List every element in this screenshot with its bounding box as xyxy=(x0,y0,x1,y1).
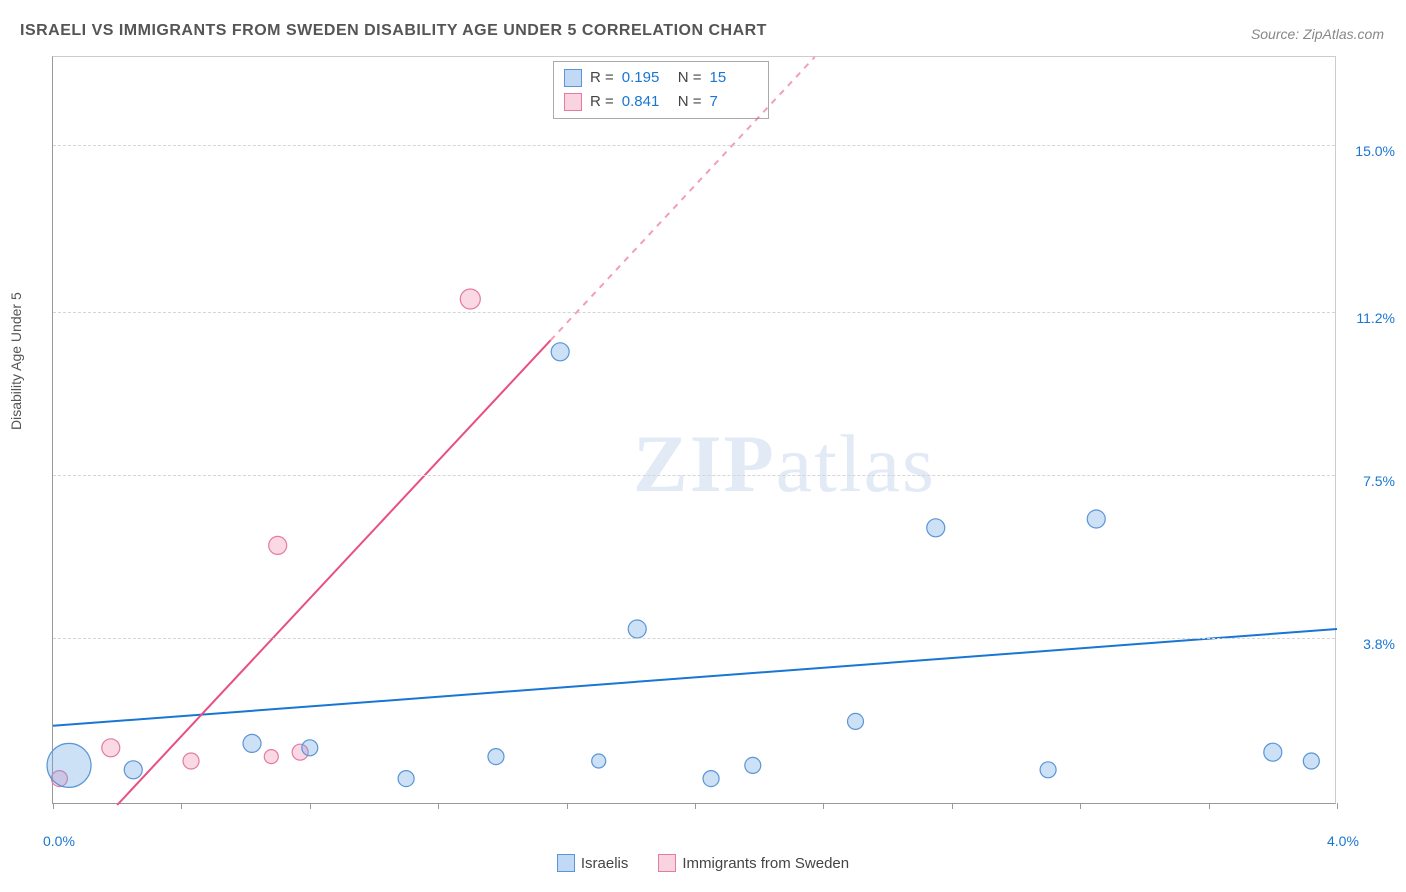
data-point xyxy=(243,734,261,752)
x-tick xyxy=(181,803,182,809)
data-point xyxy=(183,753,199,769)
legend-label-sweden: Immigrants from Sweden xyxy=(682,855,849,872)
legend-sweden: Immigrants from Sweden xyxy=(658,854,849,872)
x-tick xyxy=(1337,803,1338,809)
bottom-legend: Israelis Immigrants from Sweden xyxy=(0,854,1406,872)
y-tick-label: 11.2% xyxy=(1356,310,1395,326)
data-point xyxy=(703,771,719,787)
x-tick-label: 0.0% xyxy=(43,833,75,849)
source-attribution: Source: ZipAtlas.com xyxy=(1251,26,1384,42)
data-point xyxy=(460,289,480,309)
data-point xyxy=(628,620,646,638)
swatch-pink-icon xyxy=(658,854,676,872)
gridline xyxy=(53,145,1335,146)
x-tick xyxy=(695,803,696,809)
x-tick xyxy=(952,803,953,809)
data-point xyxy=(269,536,287,554)
x-tick xyxy=(1209,803,1210,809)
trendline-sweden-dashed xyxy=(551,57,815,340)
x-tick xyxy=(1080,803,1081,809)
data-point xyxy=(102,739,120,757)
y-tick-label: 3.8% xyxy=(1363,636,1395,652)
data-point xyxy=(264,750,278,764)
trendline-israelis xyxy=(53,629,1337,726)
y-axis-label: Disability Age Under 5 xyxy=(8,292,24,430)
data-point xyxy=(592,754,606,768)
legend-label-israelis: Israelis xyxy=(581,855,629,872)
data-point xyxy=(848,713,864,729)
data-point xyxy=(927,519,945,537)
x-tick xyxy=(438,803,439,809)
x-tick-label: 4.0% xyxy=(1327,833,1359,849)
data-point xyxy=(47,743,91,787)
gridline xyxy=(53,312,1335,313)
gridline xyxy=(53,475,1335,476)
scatter-svg xyxy=(53,57,1335,803)
x-tick xyxy=(567,803,568,809)
data-point xyxy=(745,757,761,773)
data-point xyxy=(124,761,142,779)
data-point xyxy=(1040,762,1056,778)
chart-plot-area: ZIPatlas R =0.195N =15R =0.841N =7 3.8%7… xyxy=(52,56,1336,804)
x-tick xyxy=(53,803,54,809)
data-point xyxy=(551,343,569,361)
data-point xyxy=(398,771,414,787)
data-point xyxy=(1264,743,1282,761)
x-tick xyxy=(310,803,311,809)
trendline-sweden xyxy=(117,340,550,805)
y-tick-label: 7.5% xyxy=(1363,473,1395,489)
swatch-blue-icon xyxy=(557,854,575,872)
data-point xyxy=(1087,510,1105,528)
x-tick xyxy=(823,803,824,809)
data-point xyxy=(488,749,504,765)
data-point xyxy=(1303,753,1319,769)
legend-israelis: Israelis xyxy=(557,854,629,872)
gridline xyxy=(53,638,1335,639)
data-point xyxy=(302,740,318,756)
y-tick-label: 15.0% xyxy=(1355,143,1395,159)
chart-title: ISRAELI VS IMMIGRANTS FROM SWEDEN DISABI… xyxy=(20,22,767,40)
